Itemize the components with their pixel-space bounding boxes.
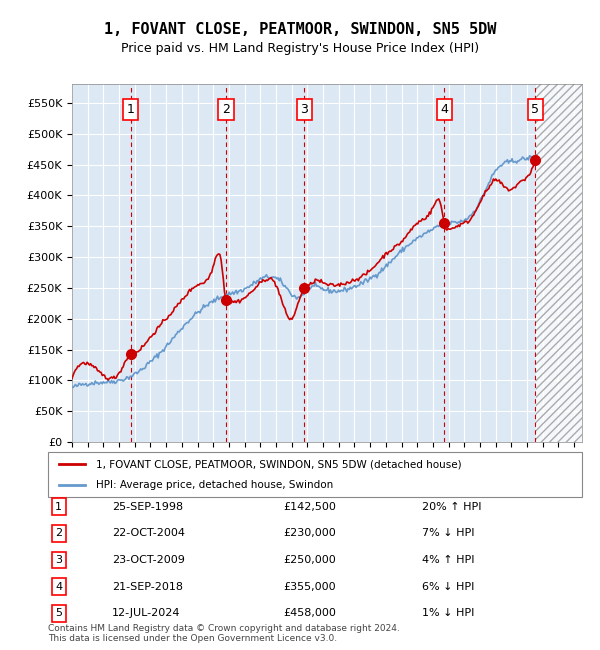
Text: £458,000: £458,000 — [283, 608, 336, 618]
Text: 21-SEP-2018: 21-SEP-2018 — [112, 582, 183, 592]
Text: 1, FOVANT CLOSE, PEATMOOR, SWINDON, SN5 5DW: 1, FOVANT CLOSE, PEATMOOR, SWINDON, SN5 … — [104, 21, 496, 37]
Text: 5: 5 — [532, 103, 539, 116]
Text: 4% ↑ HPI: 4% ↑ HPI — [422, 555, 474, 565]
Text: 25-SEP-1998: 25-SEP-1998 — [112, 502, 183, 512]
Text: £355,000: £355,000 — [283, 582, 335, 592]
Text: Contains HM Land Registry data © Crown copyright and database right 2024.
This d: Contains HM Land Registry data © Crown c… — [48, 624, 400, 644]
Text: 3: 3 — [55, 555, 62, 565]
Text: 7% ↓ HPI: 7% ↓ HPI — [422, 528, 474, 538]
Text: £230,000: £230,000 — [283, 528, 336, 538]
Text: 1: 1 — [127, 103, 134, 116]
Text: HPI: Average price, detached house, Swindon: HPI: Average price, detached house, Swin… — [96, 480, 334, 489]
Text: 1% ↓ HPI: 1% ↓ HPI — [422, 608, 474, 618]
Text: £142,500: £142,500 — [283, 502, 336, 512]
Text: 22-OCT-2004: 22-OCT-2004 — [112, 528, 185, 538]
Text: 4: 4 — [440, 103, 448, 116]
Text: 1, FOVANT CLOSE, PEATMOOR, SWINDON, SN5 5DW (detached house): 1, FOVANT CLOSE, PEATMOOR, SWINDON, SN5 … — [96, 460, 461, 469]
Polygon shape — [536, 84, 582, 442]
Text: 3: 3 — [301, 103, 308, 116]
FancyBboxPatch shape — [48, 452, 582, 497]
Text: 2: 2 — [55, 528, 62, 538]
Text: Price paid vs. HM Land Registry's House Price Index (HPI): Price paid vs. HM Land Registry's House … — [121, 42, 479, 55]
Text: 23-OCT-2009: 23-OCT-2009 — [112, 555, 185, 565]
Text: 5: 5 — [55, 608, 62, 618]
Text: 20% ↑ HPI: 20% ↑ HPI — [422, 502, 481, 512]
Text: 6% ↓ HPI: 6% ↓ HPI — [422, 582, 474, 592]
Text: 4: 4 — [55, 582, 62, 592]
Text: £250,000: £250,000 — [283, 555, 336, 565]
Text: 12-JUL-2024: 12-JUL-2024 — [112, 608, 181, 618]
Text: 2: 2 — [222, 103, 230, 116]
Text: 1: 1 — [55, 502, 62, 512]
